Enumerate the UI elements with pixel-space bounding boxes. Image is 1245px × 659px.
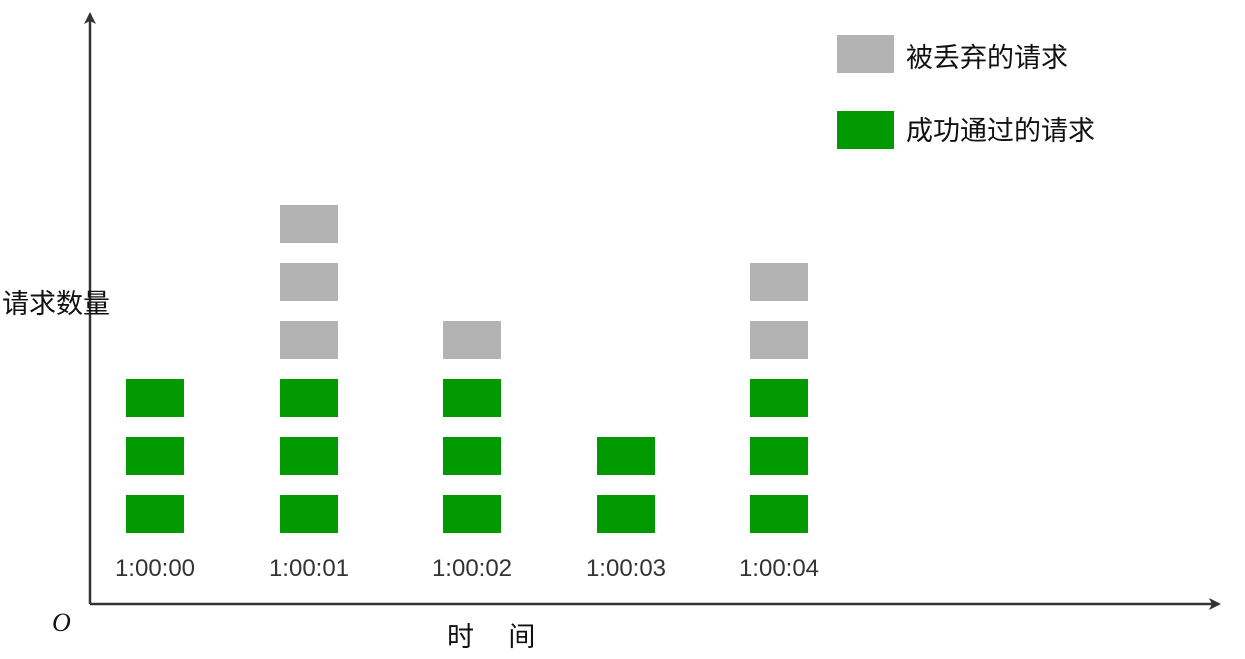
x-axis-label: 时 间 bbox=[447, 622, 535, 653]
x-tick-label: 1:00:04 bbox=[739, 555, 819, 582]
passed-request-block bbox=[443, 437, 501, 475]
passed-request-block bbox=[750, 379, 808, 417]
x-tick-label: 1:00:00 bbox=[115, 555, 195, 582]
y-axis-label: 请求数量 bbox=[2, 289, 110, 320]
passed-request-block bbox=[126, 379, 184, 417]
dropped-request-block bbox=[280, 205, 338, 243]
legend-label-passed: 成功通过的请求 bbox=[906, 116, 1095, 147]
legend: 被丢弃的请求 成功通过的请求 bbox=[837, 35, 1095, 149]
x-tick-labels: 1:00:00 1:00:01 1:00:02 1:00:03 1:00:04 bbox=[115, 555, 819, 582]
dropped-request-block bbox=[750, 263, 808, 301]
passed-request-block bbox=[597, 495, 655, 533]
legend-swatch-dropped bbox=[837, 35, 894, 73]
passed-request-block bbox=[280, 495, 338, 533]
origin-label: O bbox=[52, 608, 71, 637]
passed-request-block bbox=[126, 437, 184, 475]
passed-request-block bbox=[443, 495, 501, 533]
dropped-request-block bbox=[750, 321, 808, 359]
passed-request-block bbox=[126, 495, 184, 533]
dropped-request-block bbox=[280, 321, 338, 359]
passed-request-block bbox=[280, 437, 338, 475]
legend-swatch-passed bbox=[837, 111, 894, 149]
legend-label-dropped: 被丢弃的请求 bbox=[906, 43, 1068, 74]
dropped-request-block bbox=[280, 263, 338, 301]
passed-request-block bbox=[597, 437, 655, 475]
passed-request-block bbox=[750, 495, 808, 533]
x-tick-label: 1:00:01 bbox=[269, 555, 349, 582]
dropped-request-block bbox=[443, 321, 501, 359]
passed-request-block bbox=[750, 437, 808, 475]
x-tick-label: 1:00:02 bbox=[432, 555, 512, 582]
passed-request-block bbox=[443, 379, 501, 417]
passed-request-block bbox=[280, 379, 338, 417]
x-tick-label: 1:00:03 bbox=[586, 555, 666, 582]
chart-marks bbox=[126, 205, 808, 533]
